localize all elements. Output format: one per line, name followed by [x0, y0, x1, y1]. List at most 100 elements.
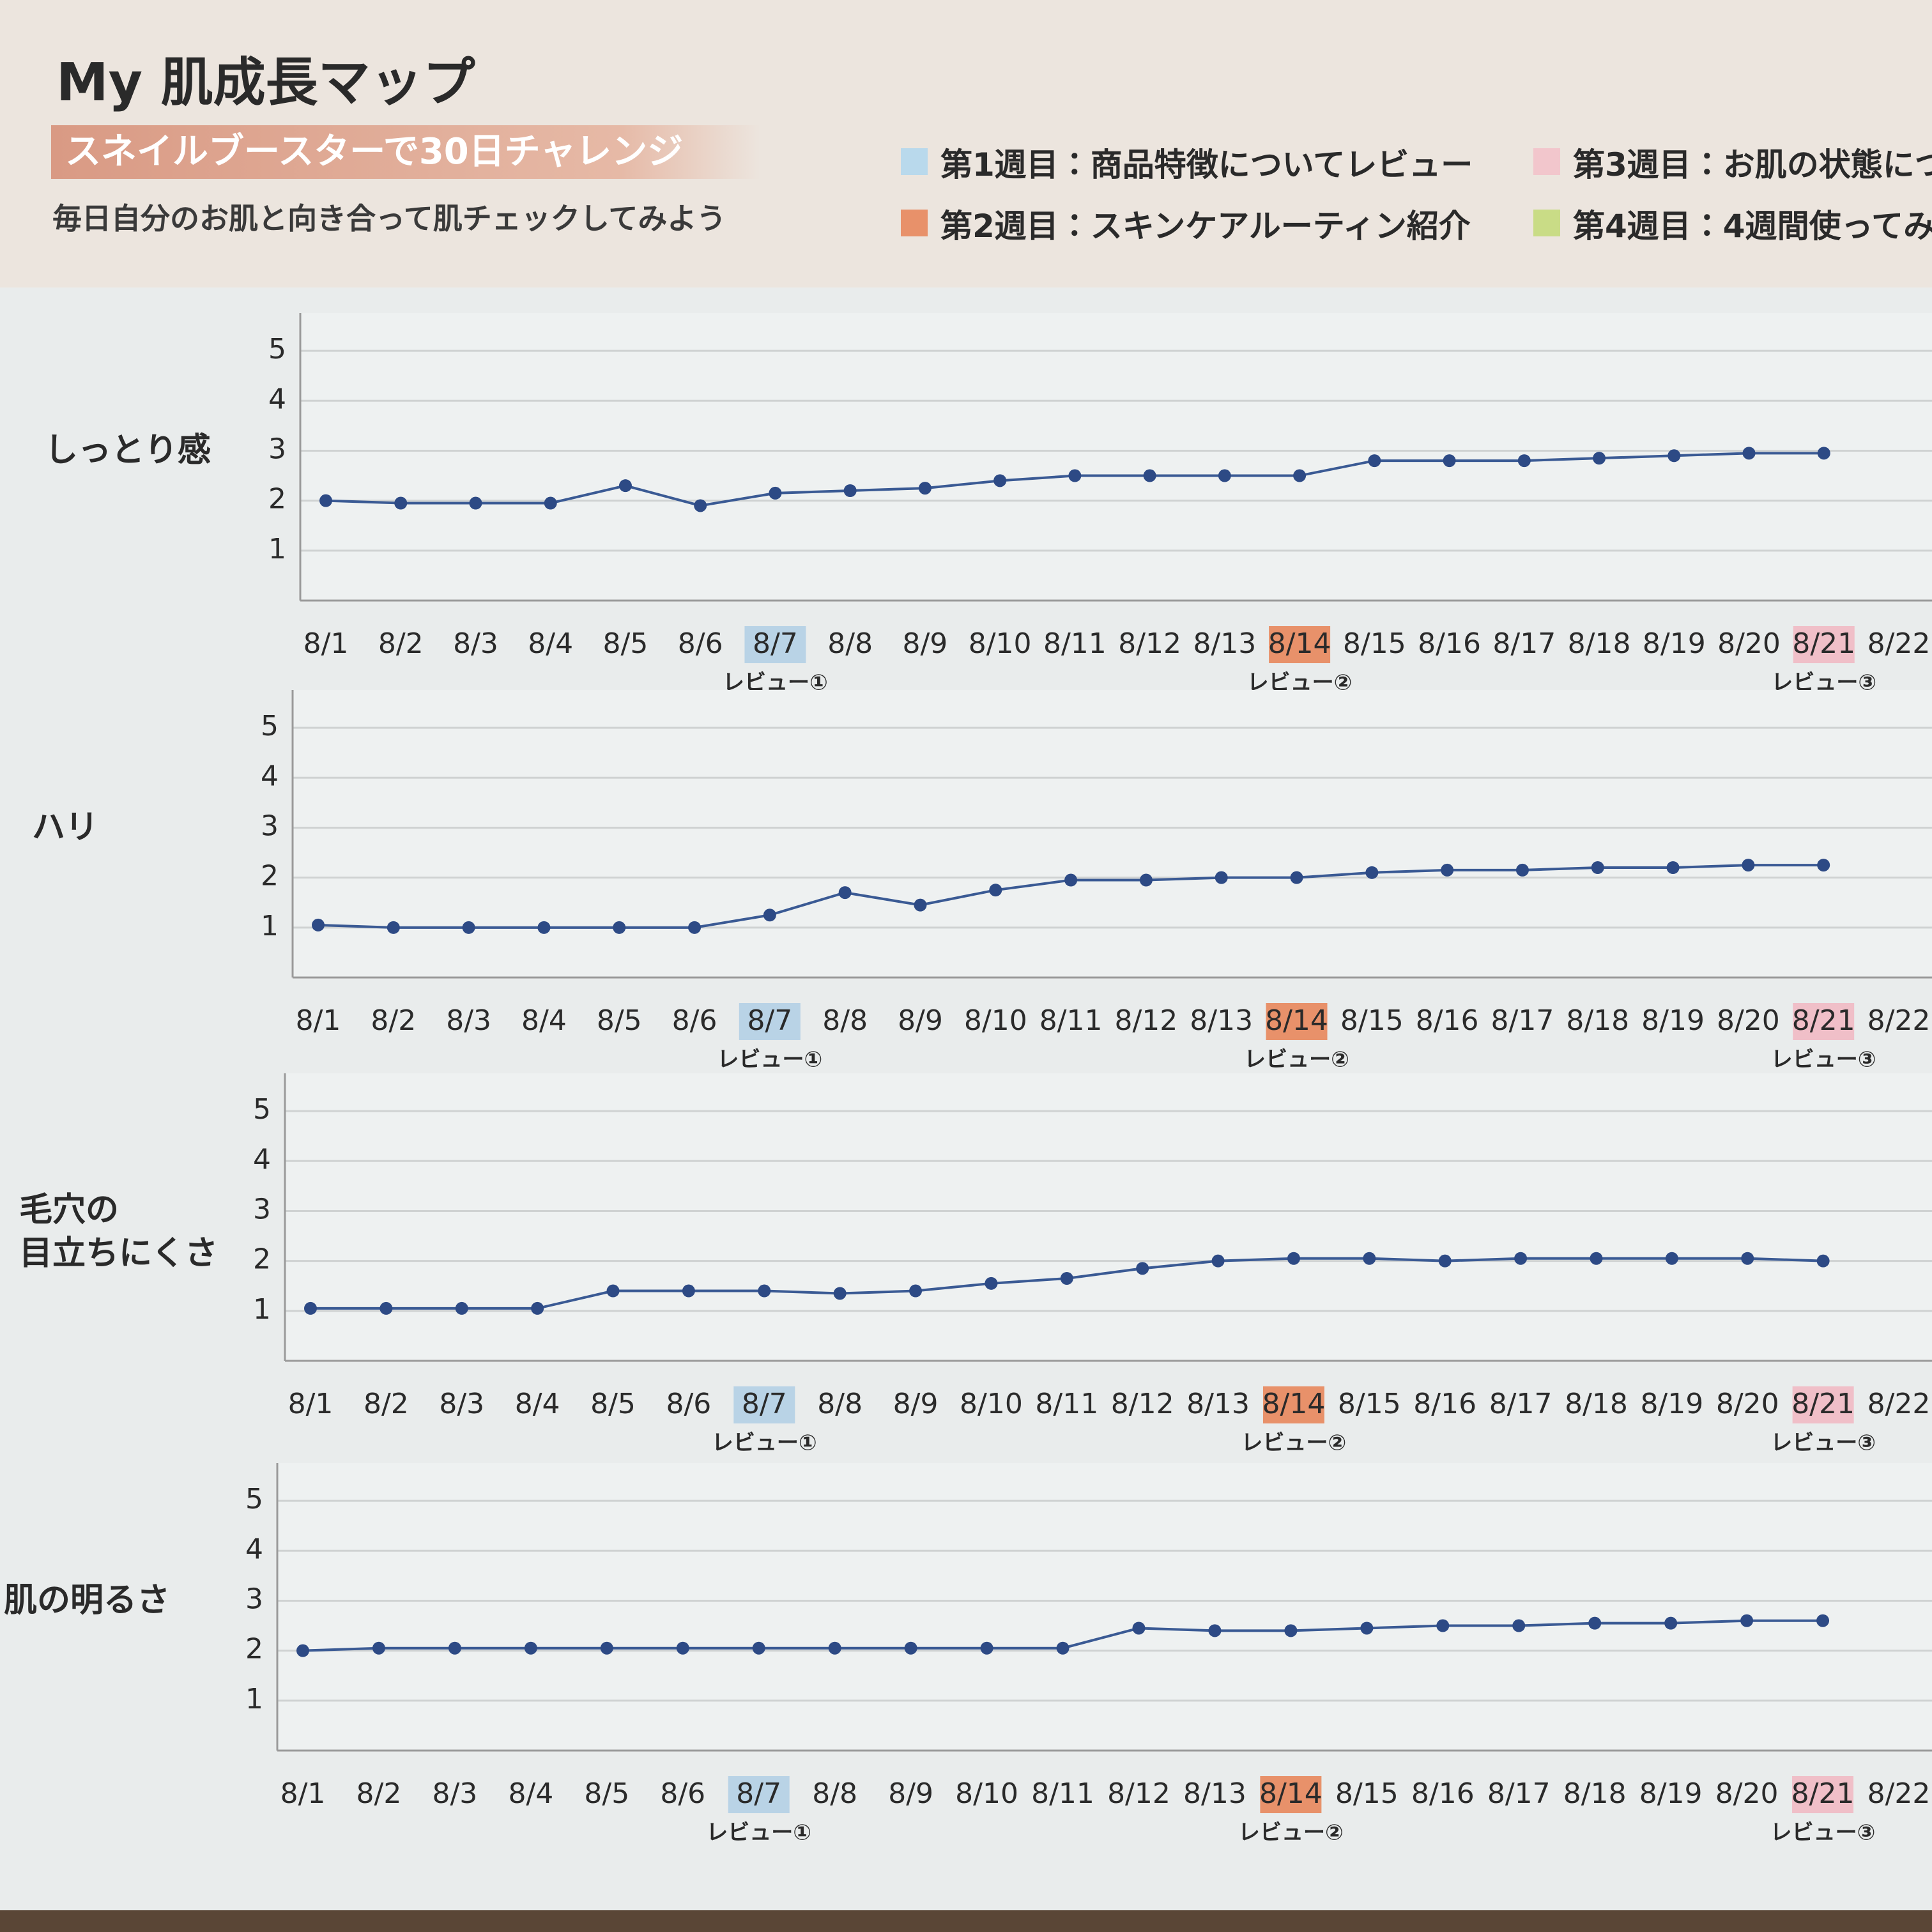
- data-point: [1593, 452, 1606, 465]
- data-point: [682, 1284, 695, 1298]
- data-point: [531, 1301, 544, 1315]
- x-tick-label: 8/16: [1413, 1388, 1476, 1420]
- data-point: [1742, 447, 1756, 460]
- x-tick-label: 8/22: [1867, 1004, 1931, 1037]
- legend-swatch: [901, 210, 928, 236]
- review-note: レビュー③: [1770, 1820, 1876, 1846]
- row-label: しっとり感: [45, 431, 211, 470]
- x-tick-label: 8/14: [1259, 1777, 1322, 1810]
- x-tick-label: 8/21: [1792, 627, 1855, 660]
- data-point: [1218, 469, 1231, 482]
- data-point: [1664, 1616, 1678, 1630]
- x-tick-label: 8/19: [1643, 627, 1706, 660]
- review-note: レビュー②: [1241, 1430, 1347, 1456]
- review-note: レビュー①: [712, 1430, 817, 1456]
- x-tick-label: 8/20: [1716, 1388, 1779, 1420]
- x-tick-label: 8/21: [1792, 1004, 1855, 1037]
- data-point: [613, 921, 626, 934]
- data-point: [1441, 863, 1454, 877]
- x-tick-label: 8/9: [898, 1004, 943, 1037]
- row-label: 毛穴の 目立ちにくさ: [19, 1191, 218, 1273]
- x-tick-label: 8/12: [1107, 1777, 1170, 1810]
- x-tick-label: 8/4: [521, 1004, 567, 1037]
- data-point: [606, 1284, 620, 1298]
- x-tick-label: 8/22: [1867, 1388, 1931, 1420]
- data-point: [1368, 454, 1381, 468]
- x-tick-label: 8/7: [742, 1388, 787, 1420]
- x-tick-label: 8/13: [1190, 1004, 1253, 1037]
- data-point: [914, 898, 927, 912]
- x-tick-label: 8/3: [439, 1388, 484, 1420]
- data-point: [763, 908, 776, 922]
- x-tick-label: 8/11: [1043, 627, 1107, 660]
- x-tick-label: 8/15: [1335, 1777, 1399, 1810]
- data-point: [688, 921, 702, 934]
- x-tick-label: 8/3: [432, 1777, 477, 1810]
- x-tick-label: 8/17: [1489, 1388, 1552, 1420]
- data-point: [1284, 1624, 1298, 1637]
- data-point: [828, 1641, 841, 1655]
- category-highlight: [1266, 1003, 1328, 1040]
- category-highlight: [1793, 1003, 1855, 1040]
- x-tick-label: 8/12: [1114, 1004, 1177, 1037]
- data-point: [600, 1641, 613, 1655]
- legend-label: 第2週目：スキンケアルーティン紹介: [940, 208, 1471, 245]
- x-tick-label: 8/20: [1717, 627, 1781, 660]
- y-tick-label: 3: [253, 1193, 271, 1225]
- x-tick-label: 8/11: [1035, 1388, 1098, 1420]
- data-point: [1363, 1252, 1376, 1265]
- x-tick-label: 8/15: [1343, 627, 1406, 660]
- x-tick-label: 8/18: [1566, 1004, 1629, 1037]
- x-tick-label: 8/15: [1340, 1004, 1404, 1037]
- y-tick-label: 2: [261, 860, 279, 893]
- data-point: [1438, 1254, 1452, 1268]
- review-note: レビュー①: [706, 1820, 811, 1846]
- data-point: [843, 484, 857, 497]
- x-tick-label: 8/21: [1791, 1388, 1855, 1420]
- data-point: [1060, 1272, 1073, 1285]
- x-tick-label: 8/8: [817, 1388, 862, 1420]
- x-tick-label: 8/10: [964, 1004, 1027, 1037]
- data-point: [1514, 1252, 1528, 1265]
- x-tick-label: 8/9: [893, 1388, 939, 1420]
- data-point: [1816, 1254, 1830, 1268]
- data-point: [1817, 447, 1830, 460]
- x-tick-label: 8/6: [660, 1777, 705, 1810]
- y-tick-label: 5: [268, 333, 286, 365]
- data-point: [462, 921, 475, 934]
- row-label: 肌の明るさ: [4, 1581, 171, 1620]
- x-tick-label: 8/2: [371, 1004, 416, 1037]
- data-point: [1667, 449, 1681, 463]
- data-point: [1512, 1619, 1526, 1632]
- x-tick-label: 8/5: [590, 1388, 636, 1420]
- x-tick-label: 8/6: [678, 627, 723, 660]
- data-point: [909, 1284, 923, 1298]
- data-point: [1741, 1252, 1754, 1265]
- data-point: [1817, 859, 1830, 872]
- review-note: レビュー②: [1244, 1047, 1349, 1073]
- title: My 肌成長マップ: [56, 52, 475, 113]
- legend-label: 第4週目：4週間使ってみ: [1573, 208, 1932, 245]
- x-tick-label: 8/9: [902, 627, 947, 660]
- x-tick-label: 8/10: [955, 1777, 1018, 1810]
- x-tick-label: 8/4: [528, 627, 573, 660]
- legend-label: 第1週目：商品特徴についてレビュー: [940, 146, 1473, 183]
- y-tick-label: 4: [253, 1143, 271, 1176]
- x-tick-label: 8/16: [1411, 1777, 1475, 1810]
- data-point: [1666, 861, 1680, 874]
- category-highlight: [728, 1776, 790, 1813]
- data-point: [1590, 1252, 1603, 1265]
- x-tick-label: 8/19: [1639, 1777, 1703, 1810]
- y-tick-label: 1: [253, 1293, 271, 1326]
- x-tick-label: 8/18: [1568, 627, 1631, 660]
- x-tick-label: 8/22: [1867, 1777, 1931, 1810]
- x-tick-label: 8/7: [736, 1777, 781, 1810]
- x-tick-label: 8/19: [1641, 1004, 1705, 1037]
- x-tick-label: 8/6: [666, 1388, 711, 1420]
- data-point: [394, 496, 408, 510]
- data-point: [904, 1641, 917, 1655]
- row-label: ハリ: [32, 808, 99, 847]
- category-highlight: [1792, 1386, 1854, 1423]
- legend-label: 第3週目：お肌の状態につ: [1573, 146, 1932, 183]
